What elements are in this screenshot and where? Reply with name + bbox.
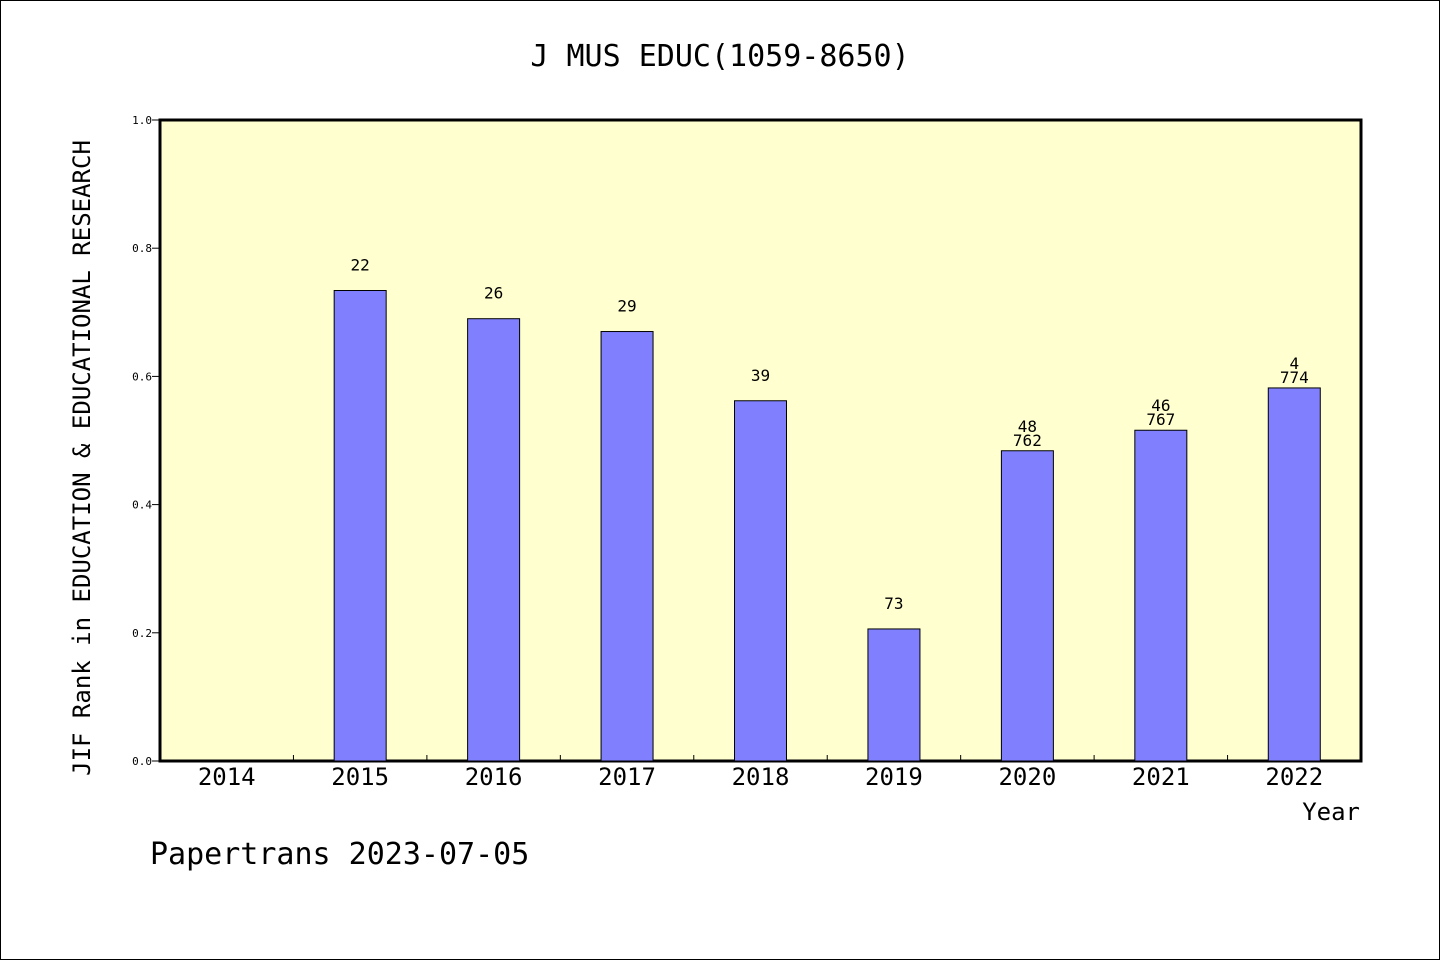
x-tick-label: 2020 bbox=[998, 763, 1056, 791]
y-axis: 0.0 0.2 0.4 0.6 0.8 1.0 bbox=[132, 114, 160, 768]
bar-2015 bbox=[333, 290, 387, 762]
y-tick-label: 0.4 bbox=[132, 499, 152, 512]
chart-title: J MUS EDUC(1059-8650) bbox=[530, 39, 909, 74]
bar-data-label: 48 bbox=[1018, 417, 1037, 436]
bar-2022 bbox=[1267, 387, 1321, 762]
bar-2016 bbox=[467, 318, 521, 762]
bar-data-label: 22 bbox=[351, 256, 370, 275]
y-tick-label: 0.8 bbox=[132, 242, 152, 255]
y-tick-label: 1.0 bbox=[132, 114, 152, 127]
bar-2021 bbox=[1134, 429, 1188, 762]
x-tick-label: 2019 bbox=[865, 763, 923, 791]
x-axis-label: Year bbox=[1302, 798, 1360, 826]
bar-data-label: 73 bbox=[884, 594, 903, 613]
x-tick-label: 2017 bbox=[598, 763, 656, 791]
footer-text: Papertrans 2023-07-05 bbox=[150, 837, 529, 872]
x-tick-label: 2018 bbox=[732, 763, 790, 791]
bar-2020 bbox=[1000, 450, 1054, 762]
bar-data-label: 26 bbox=[484, 284, 503, 303]
bar-2019 bbox=[867, 628, 921, 762]
x-axis: 2014 2015 2016 2017 2018 2019 2020 2021 2022 bbox=[198, 755, 1323, 791]
bar-data-label: 767 bbox=[1146, 410, 1175, 429]
y-tick-label: 0.6 bbox=[132, 370, 152, 383]
x-tick-label: 2022 bbox=[1265, 763, 1323, 791]
x-tick-label: 2021 bbox=[1132, 763, 1190, 791]
x-tick-label: 2015 bbox=[331, 763, 389, 791]
x-tick-label: 2014 bbox=[198, 763, 256, 791]
bars-group bbox=[333, 290, 1321, 762]
bar-data-label: 4 bbox=[1289, 354, 1299, 373]
bar-data-label: 39 bbox=[751, 366, 770, 385]
y-tick-label: 0.2 bbox=[132, 627, 152, 640]
bar-data-label: 762 bbox=[1013, 431, 1042, 450]
bar-data-label: 29 bbox=[617, 297, 636, 316]
y-axis-label: JIF Rank in EDUCATION & EDUCATIONAL RESE… bbox=[68, 140, 96, 776]
bar-2017 bbox=[600, 331, 654, 762]
y-tick-label: 0.0 bbox=[132, 755, 152, 768]
bar-2018 bbox=[734, 400, 787, 762]
bar-data-label: 774 bbox=[1280, 368, 1309, 387]
x-tick-label: 2016 bbox=[465, 763, 523, 791]
bar-data-label: 46 bbox=[1151, 396, 1170, 415]
